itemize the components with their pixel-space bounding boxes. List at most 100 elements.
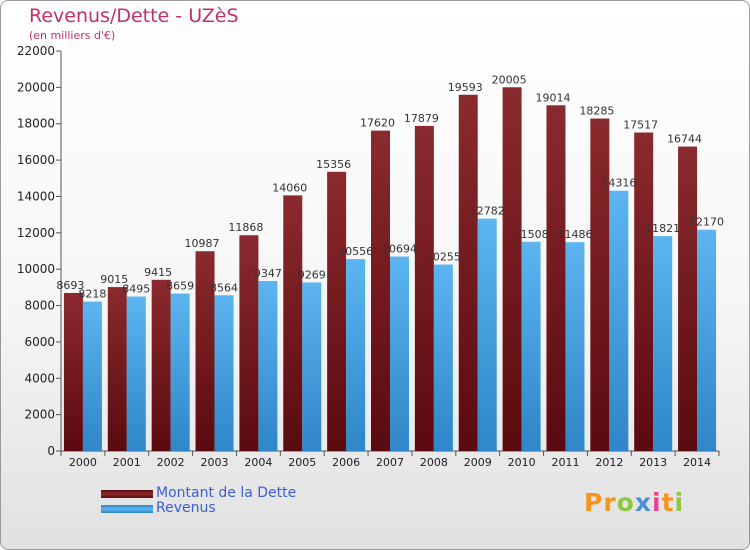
x-tick-label: 2001 xyxy=(113,456,141,469)
x-tick-label: 2012 xyxy=(595,456,623,469)
proxiti-logo: Proxiti xyxy=(584,488,684,517)
data-label-revenus: 11486 xyxy=(557,228,592,241)
bar-dette xyxy=(151,279,171,451)
data-label-dette: 16744 xyxy=(667,133,702,146)
bar-revenus xyxy=(346,259,366,451)
data-label-dette: 9415 xyxy=(144,266,172,279)
bar-revenus xyxy=(653,236,673,451)
legend-swatch-revenus xyxy=(101,505,153,513)
y-tick-label: 10000 xyxy=(17,262,55,276)
x-tick-label: 2002 xyxy=(157,456,185,469)
data-label-revenus: 11821 xyxy=(645,222,680,235)
data-label-revenus: 8659 xyxy=(166,280,194,293)
legend-label-dette: Montant de la Dette xyxy=(156,485,297,501)
bar-revenus xyxy=(214,295,234,451)
x-tick-label: 2013 xyxy=(639,456,667,469)
bar-dette xyxy=(107,287,127,451)
bar-dette xyxy=(327,171,347,452)
data-label-revenus: 12782 xyxy=(470,205,505,218)
logo-letter: o xyxy=(616,488,635,517)
data-label-revenus: 12170 xyxy=(689,216,724,229)
logo-letter: t xyxy=(661,488,675,517)
data-label-dette: 17879 xyxy=(404,112,439,125)
bar-revenus xyxy=(170,293,190,451)
data-label-dette: 11868 xyxy=(228,221,263,234)
y-tick-label: 22000 xyxy=(17,44,55,58)
chart-title: Revenus/Dette - UZèS xyxy=(29,5,239,27)
bar-dette xyxy=(195,251,215,451)
x-tick-label: 2003 xyxy=(201,456,229,469)
bar-dette xyxy=(63,292,83,451)
bar-dette xyxy=(414,125,434,451)
bar-revenus xyxy=(609,190,629,451)
data-label-revenus: 8564 xyxy=(210,281,238,294)
bar-dette xyxy=(502,87,522,451)
x-tick-label: 2011 xyxy=(551,456,579,469)
bar-revenus xyxy=(258,281,278,451)
bar-revenus xyxy=(477,218,497,451)
data-label-revenus: 14316 xyxy=(601,177,636,190)
x-tick-label: 2014 xyxy=(683,456,711,469)
x-tick-label: 2010 xyxy=(508,456,536,469)
bar-dette xyxy=(239,235,259,451)
bar-dette xyxy=(634,132,654,451)
legend-swatch-dette xyxy=(101,490,153,498)
data-label-dette: 17517 xyxy=(623,119,658,132)
data-label-dette: 19593 xyxy=(448,81,483,94)
data-label-revenus: 8495 xyxy=(122,283,150,296)
bar-revenus xyxy=(433,264,453,451)
y-tick-label: 16000 xyxy=(17,153,55,167)
bar-dette xyxy=(590,118,610,451)
y-tick-label: 6000 xyxy=(24,335,55,349)
data-label-revenus: 9347 xyxy=(254,267,282,280)
data-label-revenus: 11508 xyxy=(514,228,549,241)
data-label-dette: 9015 xyxy=(100,273,128,286)
bar-dette xyxy=(546,105,566,452)
data-label-dette: 18285 xyxy=(579,105,614,118)
legend-label-revenus: Revenus xyxy=(156,500,216,516)
logo-letter: r xyxy=(603,488,617,517)
bar-dette xyxy=(458,94,478,451)
data-label-dette: 20005 xyxy=(492,73,527,86)
bar-revenus xyxy=(390,256,409,451)
logo-letter: x xyxy=(634,488,652,517)
x-tick-label: 2004 xyxy=(244,456,272,469)
data-label-dette: 17620 xyxy=(360,117,395,130)
x-tick-label: 2000 xyxy=(69,456,97,469)
data-label-dette: 15356 xyxy=(316,158,351,171)
logo-letter: i xyxy=(652,488,662,517)
data-label-dette: 19014 xyxy=(535,91,570,104)
bar-revenus xyxy=(302,282,322,451)
chart-axes: 0 2000 4000 6000 8000 10000 12000 14000 16000 180… xyxy=(17,44,720,469)
bar-revenus xyxy=(82,301,102,451)
chart-subtitle: (en milliers d'€) xyxy=(29,29,116,42)
data-label-dette: 10987 xyxy=(185,237,220,250)
x-tick-label: 2005 xyxy=(288,456,316,469)
data-label-revenus: 10556 xyxy=(338,245,373,258)
y-tick-label: 14000 xyxy=(17,189,55,203)
bar-revenus xyxy=(697,229,717,451)
data-label-revenus: 8218 xyxy=(78,288,106,301)
logo-letter: i xyxy=(674,488,685,517)
x-tick-label: 2006 xyxy=(332,456,360,469)
logo-letter: P xyxy=(584,488,604,517)
y-tick-label: 4000 xyxy=(24,371,55,385)
bar-revenus xyxy=(565,242,585,451)
x-tick-label: 2007 xyxy=(376,456,404,469)
bar-revenus xyxy=(521,241,541,451)
data-label-dette: 8693 xyxy=(56,279,84,292)
data-label-dette: 14060 xyxy=(272,181,307,194)
chart-bars xyxy=(63,87,717,452)
y-tick-label: 18000 xyxy=(17,117,55,131)
y-tick-label: 20000 xyxy=(17,80,55,94)
bar-dette xyxy=(283,195,303,451)
data-label-revenus: 10255 xyxy=(426,251,461,264)
bar-revenus xyxy=(126,296,146,451)
data-label-revenus: 9269 xyxy=(298,268,326,281)
y-tick-label: 8000 xyxy=(24,299,55,313)
y-tick-label: 2000 xyxy=(24,408,55,422)
bar-dette xyxy=(678,146,698,451)
